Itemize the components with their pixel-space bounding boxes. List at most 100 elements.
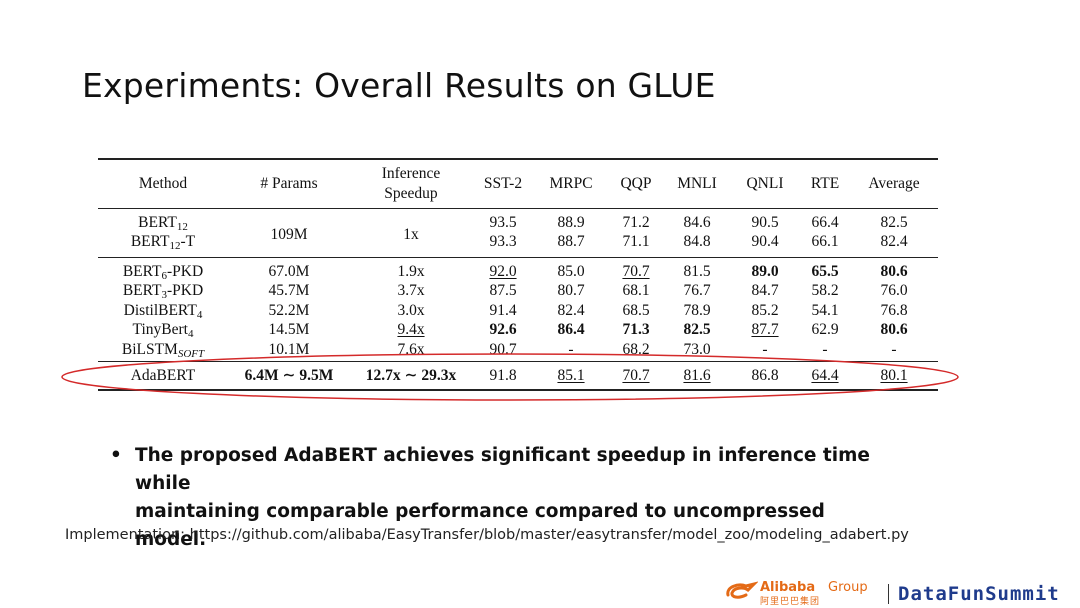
mnli-cell: 82.5 xyxy=(683,321,711,338)
header-speedup: Inference Speedup xyxy=(350,159,472,208)
sst2-cell: 93.3 xyxy=(489,233,517,250)
mrpc-cell: 88.7 xyxy=(557,233,585,250)
header-qqp: QQP xyxy=(620,174,652,192)
mnli-cell: 81.5 xyxy=(683,262,711,280)
sst2-cell: 91.8 xyxy=(489,366,517,384)
method-cell: BERT6-PKD xyxy=(122,262,204,282)
method-cell: TinyBert4 xyxy=(132,321,194,340)
qnli-cell: 84.7 xyxy=(751,282,779,299)
header-params: # Params xyxy=(260,174,318,192)
params-cell: 45.7M xyxy=(268,282,310,299)
sst2-cell: 91.4 xyxy=(489,301,517,319)
qnli-cell: 85.2 xyxy=(751,301,779,319)
bullet-dot-icon: • xyxy=(110,445,122,466)
table-row: BERT12-T 93.3 88.7 71.1 84.8 90.4 66.1 8… xyxy=(98,232,938,257)
mnli-cell: 84.6 xyxy=(683,213,711,231)
average-cell: 80.6 xyxy=(880,262,908,280)
speedup-cell: 1.9x xyxy=(397,262,425,280)
method-cell: BERT3-PKD xyxy=(122,282,204,301)
speedup-cell: 9.4x xyxy=(397,321,425,338)
qnli-cell: 90.4 xyxy=(751,233,779,250)
rte-cell: 65.5 xyxy=(811,262,839,280)
table-row: BERT3-PKD 45.7M 3.7x 87.5 80.7 68.1 76.7… xyxy=(98,281,938,301)
header-mrpc: MRPC xyxy=(549,174,593,192)
params-cell: 14.5M xyxy=(268,321,310,338)
qnli-cell: - xyxy=(762,340,768,358)
mnli-cell: 84.8 xyxy=(683,233,711,250)
results-table: Method # Params Inference Speedup SST-2 … xyxy=(98,158,938,391)
rte-cell: 62.9 xyxy=(811,321,839,338)
header-rte: RTE xyxy=(810,174,840,192)
header-speedup-line2: Speedup xyxy=(384,184,438,202)
alibaba-icon xyxy=(726,581,758,599)
method-cell: DistilBERT4 xyxy=(123,301,203,321)
mrpc-cell: 86.4 xyxy=(557,321,585,338)
speedup-cell: 12.7x ∼ 29.3x xyxy=(365,366,457,384)
average-cell: - xyxy=(891,340,897,358)
mrpc-cell: 88.9 xyxy=(557,213,585,231)
sst2-cell: 92.6 xyxy=(489,321,517,338)
slide-title: Experiments: Overall Results on GLUE xyxy=(82,66,716,105)
rte-cell: 64.4 xyxy=(811,366,839,384)
mrpc-cell: 85.0 xyxy=(557,262,585,280)
speedup-cell: 3.0x xyxy=(397,301,425,319)
header-method: Method xyxy=(138,174,188,192)
logo-divider xyxy=(888,584,889,604)
table-row: DistilBERT4 52.2M 3.0x 91.4 82.4 68.5 78… xyxy=(98,301,938,321)
method-cell: BiLSTMSOFT xyxy=(121,340,205,360)
mrpc-cell: 80.7 xyxy=(557,282,585,299)
method-cell: BERT12 xyxy=(138,213,188,233)
table-row: BERT12 109M 1x 93.5 88.9 71.2 84.6 90.5 … xyxy=(98,208,938,243)
qqp-cell: 70.7 xyxy=(622,262,650,280)
speedup-cell: 1x xyxy=(403,225,419,243)
average-cell: 76.0 xyxy=(880,282,908,299)
qqp-cell: 68.2 xyxy=(622,340,650,358)
header-sst2: SST-2 xyxy=(483,174,523,192)
method-cell: AdaBERT xyxy=(130,366,196,384)
mrpc-cell: 82.4 xyxy=(557,301,585,319)
header-qnli: QNLI xyxy=(746,174,784,192)
mnli-cell: 78.9 xyxy=(683,301,711,319)
mrpc-cell: - xyxy=(568,340,574,358)
mnli-cell: 76.7 xyxy=(683,282,711,299)
qqp-cell: 70.7 xyxy=(622,366,650,384)
params-cell: 6.4M ∼ 9.5M xyxy=(244,366,334,384)
speedup-cell: 7.6x xyxy=(397,340,425,358)
table-header-row: Method # Params Inference Speedup SST-2 … xyxy=(98,159,938,208)
implementation-link[interactable]: Implementation: https://github.com/aliba… xyxy=(65,527,909,543)
speedup-cell: 3.7x xyxy=(397,282,425,299)
qqp-cell: 68.1 xyxy=(622,282,650,299)
average-cell: 80.6 xyxy=(880,321,908,338)
method-cell: BERT12-T xyxy=(130,233,196,252)
average-cell: 82.4 xyxy=(880,233,908,250)
params-cell: 67.0M xyxy=(268,262,310,280)
highlight-ellipse xyxy=(61,353,959,401)
alibaba-group-logo: Alibaba Group 阿里巴巴集团 xyxy=(724,578,874,607)
header-mnli: MNLI xyxy=(677,174,717,192)
mnli-cell: 73.0 xyxy=(683,340,711,358)
rte-cell: - xyxy=(822,340,828,358)
qnli-cell: 86.8 xyxy=(751,366,779,384)
sst2-cell: 92.0 xyxy=(489,262,517,280)
qqp-cell: 68.5 xyxy=(622,301,650,319)
header-speedup-line1: Inference xyxy=(381,164,441,182)
header-average: Average xyxy=(868,174,920,192)
rte-cell: 58.2 xyxy=(811,282,839,299)
average-cell: 80.1 xyxy=(880,366,908,384)
table-row-adabert: AdaBERT 6.4M ∼ 9.5M 12.7x ∼ 29.3x 91.8 8… xyxy=(98,362,938,390)
average-cell: 76.8 xyxy=(880,301,908,319)
qnli-cell: 89.0 xyxy=(751,262,779,280)
datafunsummit-logo: DataFunSummit xyxy=(898,583,1060,605)
params-cell: 10.1M xyxy=(268,340,310,358)
qqp-cell: 71.1 xyxy=(622,233,650,250)
average-cell: 82.5 xyxy=(880,213,908,231)
alibaba-chinese-name: 阿里巴巴集团 xyxy=(760,597,821,607)
params-cell: 109M xyxy=(270,225,308,243)
mrpc-cell: 85.1 xyxy=(557,366,585,384)
params-cell: 52.2M xyxy=(268,301,310,319)
bullet-text-line1: The proposed AdaBERT achieves significan… xyxy=(135,445,870,494)
qnli-cell: 90.5 xyxy=(751,213,779,231)
sst2-cell: 93.5 xyxy=(489,213,517,231)
alibaba-name: Alibaba xyxy=(760,580,816,595)
table-row: BiLSTMSOFT 10.1M 7.6x 90.7 - 68.2 73.0 -… xyxy=(98,340,938,362)
